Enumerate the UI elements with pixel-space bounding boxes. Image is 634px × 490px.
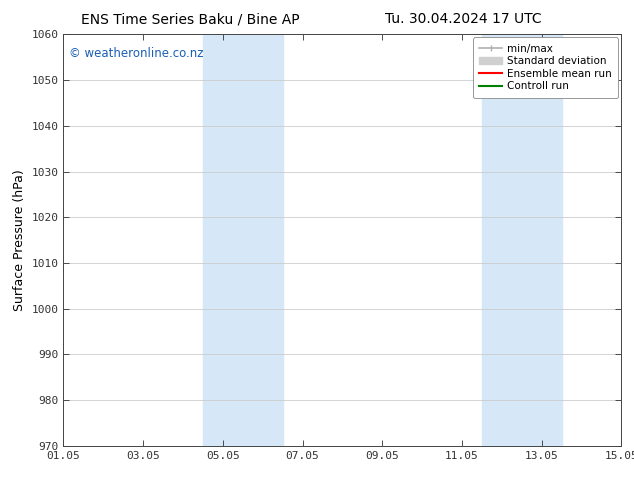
Text: © weatheronline.co.nz: © weatheronline.co.nz: [69, 47, 204, 60]
Bar: [203, 34, 283, 446]
Text: ENS Time Series Baku / Bine AP: ENS Time Series Baku / Bine AP: [81, 12, 299, 26]
Legend: min/max, Standard deviation, Ensemble mean run, Controll run: min/max, Standard deviation, Ensemble me…: [473, 37, 618, 98]
Y-axis label: Surface Pressure (hPa): Surface Pressure (hPa): [13, 169, 26, 311]
Bar: [482, 34, 562, 446]
Text: Tu. 30.04.2024 17 UTC: Tu. 30.04.2024 17 UTC: [384, 12, 541, 26]
